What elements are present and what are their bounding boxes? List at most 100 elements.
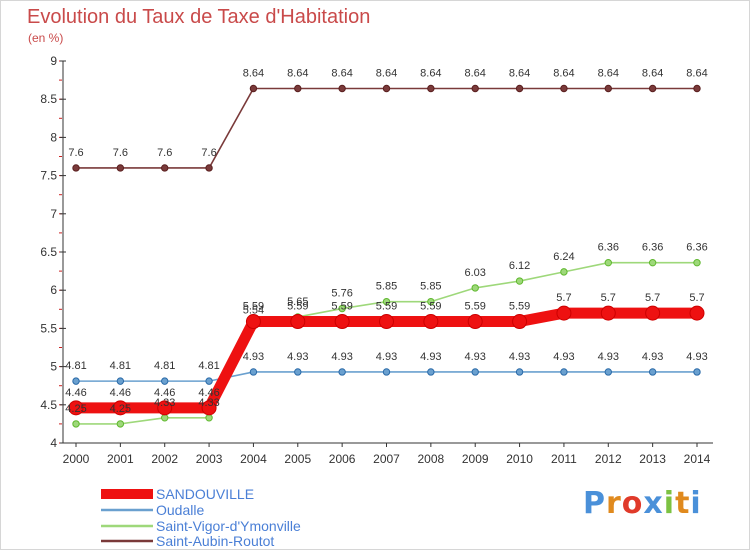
data-point xyxy=(205,164,213,172)
data-label: 5.59 xyxy=(509,301,530,313)
data-point xyxy=(560,268,568,276)
data-label: 7.6 xyxy=(113,147,128,159)
data-point xyxy=(338,84,346,93)
data-label: 5.7 xyxy=(689,292,704,304)
data-point xyxy=(382,297,391,306)
data-point xyxy=(116,164,125,172)
legend-label: Oudalle xyxy=(156,502,204,518)
data-label: 4.46 xyxy=(110,387,131,399)
x-tick-label: 2012 xyxy=(595,452,622,466)
brand-letter: i xyxy=(663,486,676,521)
y-tick-label: 7 xyxy=(50,207,57,221)
data-point xyxy=(249,84,258,93)
data-point xyxy=(249,368,258,376)
y-tick-label: 9 xyxy=(50,54,57,68)
data-label: 6.36 xyxy=(642,242,663,254)
data-label: 4.93 xyxy=(553,351,574,363)
data-point xyxy=(600,305,616,321)
brand-letter: x xyxy=(643,486,664,521)
data-label: 4.93 xyxy=(465,351,486,363)
brand-letter: r xyxy=(606,486,622,521)
data-labels: 4.46 4.46 4.46 4.46 5.59 5.59 5.59 5.59 5.59 5.59… xyxy=(65,68,707,415)
data-point xyxy=(161,164,169,172)
data-label: 5.7 xyxy=(645,292,660,304)
legend: SANDOUVILLEOudalleSaint-Vigor-d'Ymonvill… xyxy=(101,486,301,549)
y-tick-label: 5.5 xyxy=(40,321,57,335)
data-label: 8.64 xyxy=(553,68,574,80)
y-tick-label: 5 xyxy=(50,360,57,374)
series-layer xyxy=(68,84,705,428)
data-point xyxy=(648,84,657,93)
data-point xyxy=(116,420,125,428)
brand-letter: o xyxy=(621,486,644,521)
brand-letter: i xyxy=(690,486,702,521)
data-label: 5.59 xyxy=(287,301,308,313)
axes: 4 4.5 5 5.5 6 6.5 7 7.5 8 8.5 9 2000 2001 2002 2003 200… xyxy=(40,54,713,466)
data-label: 5.54 xyxy=(243,304,264,316)
chart-unit: (en %) xyxy=(28,31,64,45)
data-label: 5.59 xyxy=(376,301,397,313)
data-point xyxy=(338,304,346,313)
chart-title: Evolution du Taux de Taxe d'Habitation xyxy=(27,6,371,28)
data-label: 8.64 xyxy=(686,68,707,80)
data-point xyxy=(515,368,524,376)
data-point xyxy=(205,377,213,385)
data-label: 7.6 xyxy=(201,147,216,159)
data-label: 4.25 xyxy=(110,403,131,415)
data-point xyxy=(338,368,346,376)
legend-label: Saint-Aubin-Routot xyxy=(156,533,274,549)
data-point xyxy=(515,277,524,285)
data-point xyxy=(427,84,435,93)
data-label: 4.93 xyxy=(420,351,441,363)
data-point xyxy=(560,368,568,376)
data-point xyxy=(205,414,213,422)
data-point xyxy=(294,84,302,93)
x-tick-label: 2007 xyxy=(373,452,400,466)
data-label: 4.46 xyxy=(198,387,219,399)
data-label: 8.64 xyxy=(465,68,486,80)
data-point xyxy=(334,314,350,330)
data-label: 5.65 xyxy=(287,296,308,308)
data-label: 4.93 xyxy=(243,351,264,363)
data-label: 8.64 xyxy=(420,68,441,80)
legend-label: SANDOUVILLE xyxy=(156,486,254,502)
data-label: 8.64 xyxy=(243,68,264,80)
data-label: 4.93 xyxy=(331,351,352,363)
data-point xyxy=(693,84,701,93)
data-point xyxy=(645,305,661,321)
data-label: 4.81 xyxy=(65,360,86,372)
data-label: 5.7 xyxy=(601,292,616,304)
data-label: 4.93 xyxy=(686,351,707,363)
data-point xyxy=(512,314,528,330)
data-point xyxy=(648,258,657,267)
data-point xyxy=(72,420,80,428)
data-point xyxy=(427,368,435,376)
data-point xyxy=(604,368,612,376)
data-point xyxy=(382,84,391,93)
data-label: 6.03 xyxy=(465,267,486,279)
data-label: 4.93 xyxy=(287,351,308,363)
y-tick-label: 8 xyxy=(50,130,57,144)
y-tick-label: 6 xyxy=(50,283,57,297)
x-tick-label: 2004 xyxy=(240,452,267,466)
data-point xyxy=(556,305,572,321)
x-tick-label: 2008 xyxy=(418,452,445,466)
data-label: 6.36 xyxy=(686,242,707,254)
y-tick-label: 8.5 xyxy=(40,92,57,106)
data-label: 4.93 xyxy=(642,351,663,363)
x-tick-label: 2003 xyxy=(196,452,223,466)
y-tick-label: 6.5 xyxy=(40,245,57,259)
data-label: 4.93 xyxy=(598,351,619,363)
x-tick-label: 2001 xyxy=(107,452,134,466)
y-tick-label: 7.5 xyxy=(40,169,57,183)
brand-logo: Proxiti xyxy=(583,486,702,521)
x-tick-label: 2013 xyxy=(639,452,666,466)
data-label: 7.6 xyxy=(157,147,172,159)
data-point xyxy=(423,314,439,330)
data-label: 5.85 xyxy=(420,281,441,293)
data-label: 4.93 xyxy=(376,351,397,363)
data-point xyxy=(112,400,128,416)
data-point xyxy=(157,400,173,416)
